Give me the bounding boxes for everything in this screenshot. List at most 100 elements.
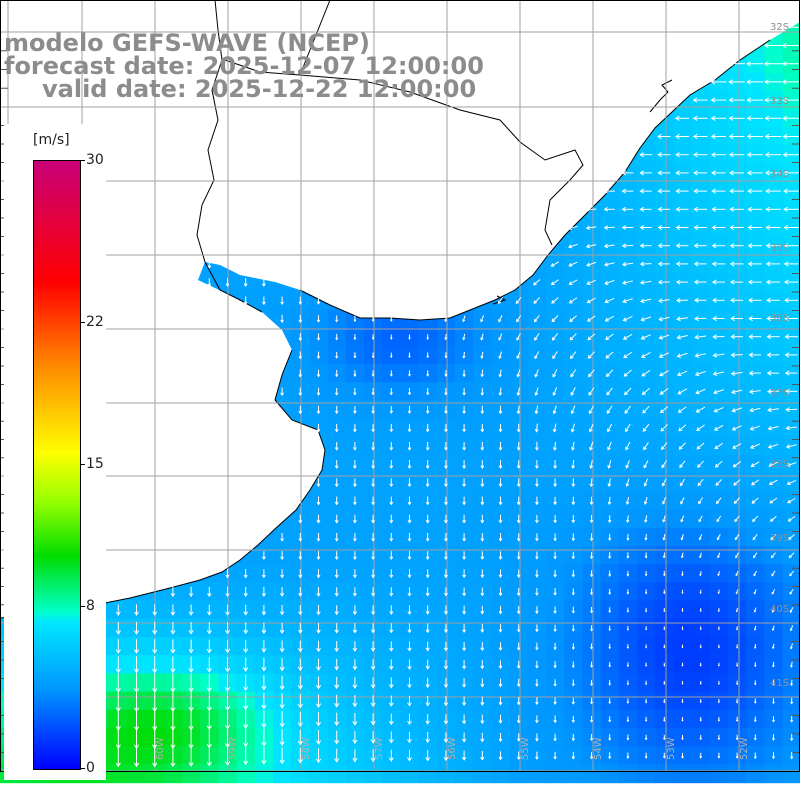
coastal-inlet — [492, 295, 507, 305]
wind-arrow — [712, 297, 725, 303]
wind-arrow — [626, 680, 630, 686]
wind-arrow — [261, 604, 267, 616]
wind-arrow — [588, 423, 594, 433]
wind-arrow — [298, 314, 303, 323]
wind-arrow — [316, 551, 321, 560]
wind-arrow — [170, 656, 176, 674]
wind-arrow — [370, 713, 376, 726]
wind-arrow — [498, 405, 503, 415]
wind-arrow — [389, 569, 394, 579]
wind-arrow — [674, 115, 690, 121]
wind-arrow — [516, 587, 521, 597]
wind-arrow — [516, 351, 521, 360]
wind-arrow — [243, 296, 248, 306]
wind-arrow — [621, 261, 634, 267]
wind-arrow — [699, 644, 702, 649]
wind-arrow — [693, 133, 708, 140]
wind-arrow — [516, 715, 521, 724]
wind-arrow — [407, 496, 412, 506]
wind-arrow — [590, 697, 593, 705]
wind-arrow — [407, 731, 412, 744]
wind-arrow — [710, 97, 727, 103]
wind-arrow — [443, 696, 449, 707]
wind-arrow — [133, 744, 140, 768]
wind-arrow — [480, 551, 485, 560]
wind-arrow — [729, 188, 744, 194]
wind-arrow — [607, 515, 612, 524]
wind-arrow — [675, 279, 689, 285]
wind-arrow — [225, 604, 230, 616]
wind-arrow — [608, 607, 612, 614]
wind-arrow — [371, 478, 376, 488]
colorbar-tick — [80, 605, 85, 607]
wind-arrow — [444, 370, 448, 377]
wind-arrow — [622, 316, 633, 322]
wind-arrow — [710, 79, 727, 85]
wind-arrow — [711, 243, 726, 249]
wind-arrow — [657, 152, 671, 158]
wind-arrow — [334, 532, 339, 542]
wind-arrow — [764, 152, 782, 158]
title-valid-date: valid date: 2025-12-22 12:00:00 — [42, 75, 477, 103]
wind-arrow — [206, 745, 212, 767]
wind-arrow — [352, 731, 358, 745]
wind-arrow — [589, 752, 594, 760]
wind-arrow — [462, 387, 466, 396]
wind-arrow — [781, 42, 800, 49]
wind-arrow — [297, 676, 303, 690]
wind-arrow — [717, 626, 720, 631]
wind-arrow — [316, 478, 321, 488]
wind-arrow — [732, 443, 742, 449]
wind-arrow — [693, 206, 707, 212]
wind-arrow — [443, 750, 449, 762]
wind-arrow — [590, 643, 593, 650]
wind-arrow — [699, 626, 702, 631]
wind-arrow — [735, 626, 739, 631]
wind-arrow — [462, 423, 466, 433]
wind-arrow — [516, 606, 521, 615]
wind-arrow — [480, 423, 485, 433]
wind-arrow — [516, 697, 521, 706]
wind-arrow — [662, 533, 666, 541]
wind-arrow — [535, 533, 539, 542]
wind-arrow — [408, 370, 411, 377]
wind-arrow — [787, 497, 796, 504]
wind-arrow — [352, 532, 357, 542]
wind-arrow — [765, 170, 782, 176]
colorbar-tick-label: 22 — [86, 314, 104, 331]
continent — [0, 0, 800, 618]
wind-arrow — [534, 405, 539, 415]
wind-arrow — [462, 460, 466, 469]
wind-arrow — [585, 244, 597, 249]
wind-arrow — [352, 551, 357, 560]
wind-arrow — [298, 604, 303, 616]
wind-arrow — [699, 608, 702, 613]
wind-arrow — [553, 715, 557, 724]
wind-arrow — [657, 206, 671, 212]
wind-arrow — [388, 713, 394, 726]
wind-arrow — [663, 734, 666, 741]
wind-arrow — [480, 387, 485, 396]
wind-arrow — [769, 515, 777, 522]
wind-arrow — [352, 605, 358, 616]
wind-arrow — [790, 679, 794, 687]
wind-arrow — [279, 640, 285, 653]
colorbar-tick — [80, 464, 85, 465]
wind-arrow — [586, 279, 596, 285]
wind-arrow — [535, 624, 539, 633]
wind-arrow — [535, 460, 539, 469]
wind-arrow — [480, 678, 485, 688]
wind-arrow — [784, 297, 799, 303]
wind-arrow — [626, 570, 630, 577]
wind-arrow — [553, 460, 558, 470]
wind-arrow — [733, 479, 741, 486]
wind-arrow — [224, 745, 231, 766]
wind-arrow — [626, 515, 630, 523]
wind-arrow — [765, 279, 781, 285]
wind-arrow — [717, 680, 720, 686]
wind-arrow — [608, 716, 612, 723]
wind-arrow — [425, 442, 430, 451]
wind-arrow — [714, 442, 723, 450]
wind-arrow — [498, 496, 503, 506]
colorbar-tick-label: 15 — [86, 456, 104, 472]
